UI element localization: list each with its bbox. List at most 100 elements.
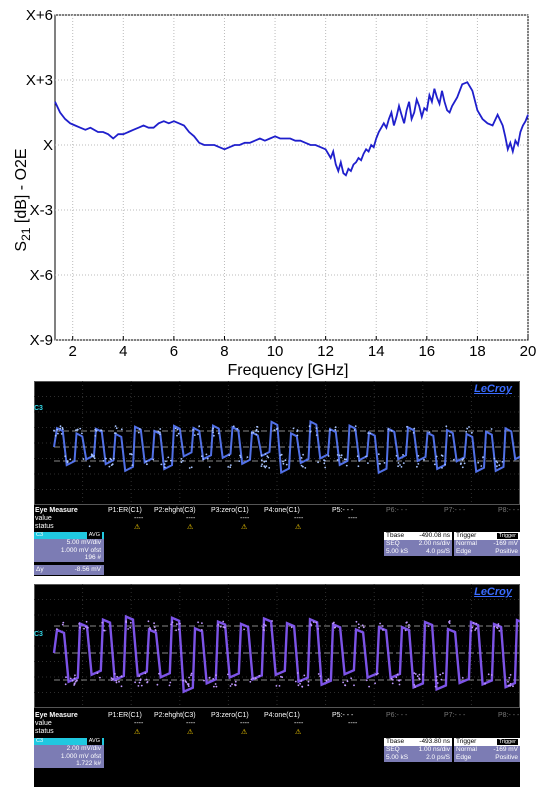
- channel-name: C3: [36, 532, 44, 538]
- measure-title[interactable]: Eye Measure: [35, 507, 78, 514]
- y-tick-label: X+3: [26, 72, 53, 89]
- sample-point: [355, 620, 358, 623]
- sample-point: [147, 620, 150, 623]
- sample-point: [275, 428, 278, 430]
- param-p8[interactable]: P8:- - -: [498, 507, 520, 514]
- sample-point: [73, 682, 76, 685]
- sample-point: [342, 681, 344, 684]
- sample-point: [387, 428, 390, 431]
- sample-point: [81, 432, 83, 435]
- param-p1[interactable]: P1:ER(C1): [108, 507, 142, 514]
- sample-point: [435, 455, 438, 458]
- sample-point: [498, 630, 501, 632]
- sample-point: [139, 679, 142, 682]
- trigger-box[interactable]: Trigger Trigger Normal -169 mV Edge Positi…: [454, 738, 520, 762]
- sample-point: [158, 672, 160, 675]
- param-p6[interactable]: P6:- - -: [386, 712, 408, 719]
- sample-point: [90, 455, 93, 457]
- param-p6[interactable]: P6:- - -: [386, 507, 408, 514]
- offset: 1.000 mV ofst: [60, 546, 101, 554]
- sample-point: [375, 673, 378, 676]
- param-p4[interactable]: P4:one(C1): [264, 712, 300, 719]
- sample-point: [85, 620, 88, 623]
- sample-point: [198, 425, 201, 428]
- volts-per-div: 5.00 mV/div: [66, 539, 101, 546]
- trigger-mode: Normal: [456, 540, 477, 547]
- sample-point: [111, 463, 114, 466]
- sample-point: [356, 455, 359, 458]
- sample-point: [413, 427, 416, 430]
- value-p1: ----: [134, 720, 144, 727]
- sample-point: [114, 673, 116, 675]
- sample-point: [279, 454, 282, 457]
- sample-point: [182, 459, 184, 462]
- sample-point: [334, 426, 337, 429]
- sample-point: [120, 428, 123, 431]
- sample-point: [159, 428, 162, 430]
- frequency-response-chart: 2 4 6 8 10 12 14 16 18 20 X+6 X+3 X X-3 X-6 X-9 Freque…: [0, 0, 538, 378]
- delta-y-value: -8.56 mV: [74, 566, 101, 573]
- timebase-samples: 5.00 kS: [386, 548, 409, 555]
- timebase-box[interactable]: Tbase -490.08 ns SEQ 2.00 ns/div 5.00 kS 4…: [384, 532, 452, 556]
- sample-point: [471, 626, 474, 629]
- sample-point: [120, 675, 123, 678]
- sample-point: [202, 458, 205, 460]
- sample-point: [153, 626, 156, 628]
- param-p5[interactable]: P5:- - -: [332, 507, 354, 514]
- warning-icon: ⚠: [134, 729, 141, 736]
- param-p8[interactable]: P8:- - -: [498, 712, 520, 719]
- sample-point: [345, 464, 348, 467]
- param-p7[interactable]: P7:- - -: [444, 712, 466, 719]
- sample-point: [234, 683, 236, 686]
- sample-point: [79, 427, 82, 430]
- frequency-response-plot: 2 4 6 8 10 12 14 16 18 20 X+6 X+3 X X-3 X-6 X-9 Freque…: [13, 7, 536, 378]
- param-p1[interactable]: P1:ER(C1): [108, 712, 142, 719]
- sample-point: [402, 454, 404, 456]
- sample-point: [156, 683, 159, 686]
- x-axis-ticks: 2 4 6 8 10 12 14 16 18 20: [69, 336, 536, 360]
- param-p7[interactable]: P7:- - -: [444, 507, 466, 514]
- sample-point: [362, 626, 365, 629]
- sample-point: [346, 680, 349, 683]
- sample-point: [94, 435, 97, 437]
- y-tick-label: X+6: [26, 7, 53, 24]
- sample-point: [325, 679, 328, 682]
- sample-point: [238, 460, 241, 462]
- param-p2[interactable]: P2:ehght(C3): [154, 712, 196, 719]
- trigger-level: -169 mV: [493, 540, 518, 547]
- sample-point: [179, 622, 181, 625]
- sample-point: [475, 627, 477, 630]
- channel-c3-box[interactable]: C3 AVG 5.00 mV/div 1.000 mV ofst 196 #: [34, 532, 104, 562]
- sample-point: [256, 426, 259, 428]
- sample-point: [69, 458, 72, 461]
- param-p3[interactable]: P3:zero(C1): [211, 507, 249, 514]
- trigger-box[interactable]: Trigger Trigger Normal -169 mV Edge Positi…: [454, 532, 520, 556]
- param-p5[interactable]: P5:- - -: [332, 712, 354, 719]
- timebase-box[interactable]: Tbase -493.80 ns SEQ 1.00 ns/div 5.00 kS 2…: [384, 738, 452, 762]
- sample-point: [170, 459, 172, 462]
- sample-point: [263, 460, 266, 463]
- sample-point: [102, 460, 105, 462]
- sample-point: [390, 430, 393, 432]
- sample-point: [182, 679, 185, 682]
- sample-point: [103, 629, 106, 632]
- sample-point: [477, 461, 480, 464]
- sample-point: [222, 620, 225, 623]
- measure-title[interactable]: Eye Measure: [35, 712, 78, 719]
- sample-point: [377, 672, 379, 675]
- sample-point: [397, 465, 399, 468]
- param-p4[interactable]: P4:one(C1): [264, 507, 300, 514]
- sample-point: [185, 681, 188, 684]
- sample-point: [369, 432, 372, 435]
- sample-point: [263, 465, 266, 468]
- channel-c3-box[interactable]: C3 AVG 2.00 mV/div 1.000 mV ofst 1.722 k…: [34, 738, 104, 768]
- sample-point: [466, 427, 469, 430]
- sample-point: [176, 428, 179, 431]
- param-p2[interactable]: P2:ehght(C3): [154, 507, 196, 514]
- param-p3[interactable]: P3:zero(C1): [211, 712, 249, 719]
- sample-point: [212, 427, 215, 430]
- sample-point: [501, 460, 504, 463]
- sample-point: [474, 629, 477, 631]
- waveform-display: [34, 584, 520, 708]
- waveform-display: [34, 381, 520, 505]
